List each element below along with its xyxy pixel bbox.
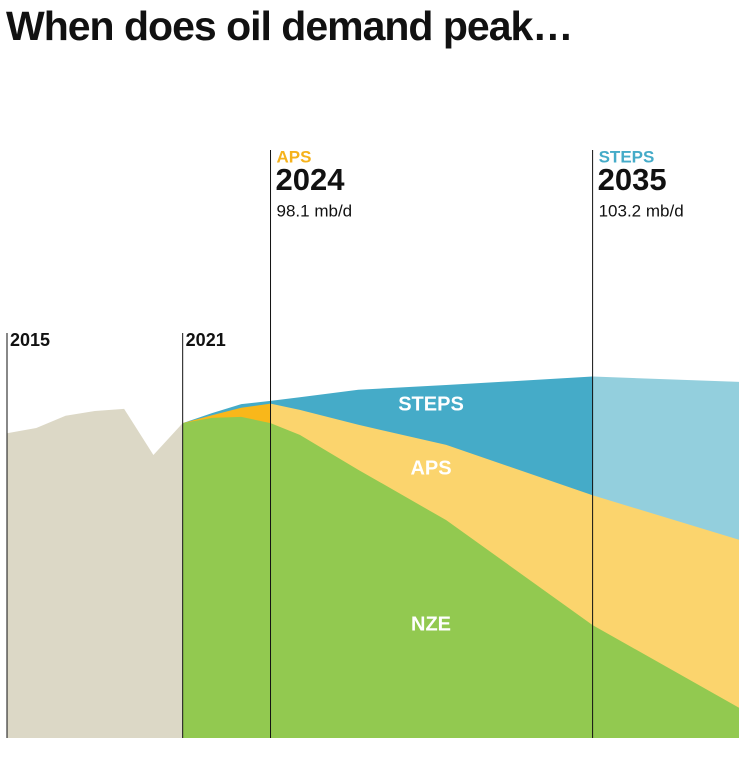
peak-scenario: APS <box>277 147 312 166</box>
area-label: APS <box>410 457 451 479</box>
peak-scenario: STEPS <box>599 147 655 166</box>
area-label: NZE <box>411 613 451 635</box>
chart-title: When does oil demand peak… <box>6 3 572 49</box>
peak-value: 98.1 mb/d <box>277 201 353 220</box>
scenario-area <box>182 416 739 738</box>
marker-label: 2021 <box>186 330 226 350</box>
peak-year: 2035 <box>598 162 667 197</box>
history-area <box>7 408 183 738</box>
peak-value: 103.2 mb/d <box>599 201 684 220</box>
peak-year: 2024 <box>276 162 346 197</box>
marker-label: 2015 <box>10 330 50 350</box>
area-label: STEPS <box>398 393 464 415</box>
